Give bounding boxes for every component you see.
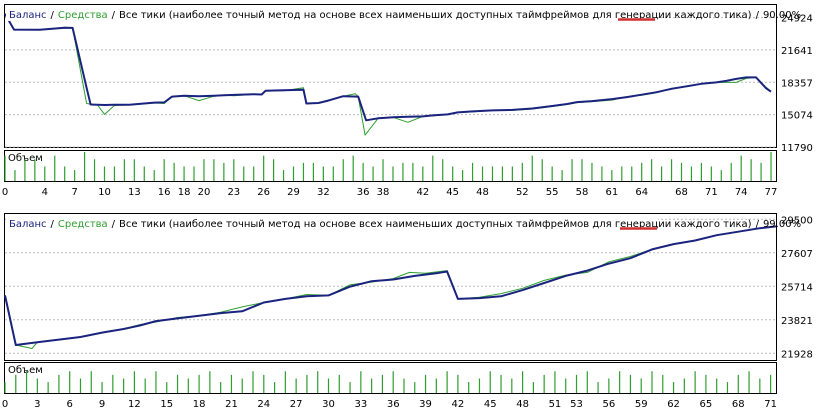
x-tick-label: 23 — [227, 187, 240, 198]
chart-2-y-ticks: 29500 27607 25714 23821 21928 — [781, 215, 813, 360]
x-tick-label: 16 — [158, 187, 171, 198]
x-tick-label: 18 — [178, 187, 191, 198]
x-tick-label: 65 — [700, 399, 713, 410]
x-tick-label: 42 — [452, 399, 465, 410]
x-tick-label: 18 — [193, 399, 206, 410]
x-tick-label: 68 — [732, 399, 745, 410]
x-tick-label: 36 — [357, 187, 370, 198]
chart-2-volume-label: Объем — [8, 365, 43, 376]
x-tick-label: 53 — [570, 399, 583, 410]
x-tick-label: 59 — [635, 399, 648, 410]
x-tick-label: 52 — [516, 187, 529, 198]
x-tick-label: 74 — [735, 187, 748, 198]
x-tick-label: 64 — [635, 187, 648, 198]
x-tick-label: 55 — [546, 187, 559, 198]
legend-equity-label: Средства — [58, 10, 108, 21]
x-tick-label: 30 — [322, 399, 335, 410]
x-tick-label: 48 — [476, 187, 489, 198]
balance-line — [4, 13, 772, 122]
x-tick-label: 13 — [128, 187, 141, 198]
y-tick-label: 24924 — [781, 14, 813, 25]
x-tick-label: 42 — [416, 187, 429, 198]
x-tick-label: 6 — [67, 399, 73, 410]
x-tick-label: 26 — [257, 187, 270, 198]
x-tick-label: 32 — [317, 187, 330, 198]
chart-1-volume-label: Объем — [8, 153, 43, 164]
x-tick-label: 62 — [667, 399, 680, 410]
y-tick-label: 15074 — [781, 111, 813, 122]
x-tick-label: 29 — [287, 187, 300, 198]
y-tick-label: 21928 — [781, 349, 813, 360]
legend-balance-label: Баланс — [9, 10, 47, 21]
x-tick-label: 68 — [675, 187, 688, 198]
x-tick-label: 21 — [225, 399, 238, 410]
legend-equity-label: Средства — [58, 219, 108, 230]
x-tick-label: 9 — [99, 399, 105, 410]
svg-text:Баланс/Средства/Все тики (наиб: Баланс / Средства / Все тики (наиболее точны… — [9, 10, 801, 21]
chart-2-legend: Баланс / Средства / Все тики (наиболее точны… — [6, 216, 801, 230]
chart-1-volume-bars — [4, 152, 772, 181]
y-tick-label: 18357 — [781, 78, 813, 89]
chart-2-series — [4, 225, 777, 349]
legend-balance-label: Баланс — [9, 219, 47, 230]
x-tick-label: 58 — [576, 187, 589, 198]
legend-description: Все тики (наиболее точный метод на основ… — [119, 219, 752, 230]
y-tick-label: 29500 — [781, 215, 813, 226]
y-tick-label: 27607 — [781, 249, 813, 260]
x-tick-label: 45 — [484, 399, 497, 410]
x-tick-label: 51 — [549, 399, 562, 410]
chart-2-x-ticks: 0 3 6 9 12 15 18 21 24 27 30 33 36 39 42 45 48 51 53 56 59 62… — [2, 399, 777, 410]
chart-1-y-ticks: 24924 21641 18357 15074 11790 — [781, 14, 813, 154]
chart-2: Баланс / Средства / Все тики (наиболее точны… — [2, 213, 813, 410]
y-tick-label: 25714 — [781, 282, 813, 293]
balance-line — [4, 225, 777, 346]
y-tick-label: 11790 — [781, 143, 813, 154]
x-tick-label: 39 — [419, 399, 432, 410]
x-tick-label: 20 — [198, 187, 211, 198]
legend-quality: 99.00% — [763, 219, 801, 230]
x-tick-label: 61 — [605, 187, 618, 198]
x-tick-label: 3 — [34, 399, 40, 410]
x-tick-label: 10 — [98, 187, 111, 198]
chart-1-legend: Баланс / Средства / Все тики (наиболее точны… — [6, 7, 801, 21]
chart-1-x-ticks: 0 4 7 10 13 16 18 20 23 26 29 32 36 38 42 45 48 52 55 58 61 6… — [2, 187, 778, 198]
x-tick-label: 0 — [2, 187, 8, 198]
x-tick-label: 4 — [42, 187, 48, 198]
svg-text:Баланс/Средства/Все тики (наиб: Баланс / Средства / Все тики (наиболее точны… — [9, 219, 801, 230]
x-tick-label: 56 — [602, 399, 615, 410]
x-tick-label: 7 — [71, 187, 77, 198]
legend-quality: 90.00% — [763, 10, 801, 21]
x-tick-label: 27 — [290, 399, 303, 410]
x-tick-label: 33 — [354, 399, 367, 410]
chart-2-volume-bars — [4, 371, 772, 393]
chart-2-volume-area — [4, 362, 777, 394]
x-tick-label: 24 — [257, 399, 270, 410]
x-tick-label: 15 — [160, 399, 173, 410]
x-tick-label: 77 — [765, 187, 778, 198]
x-tick-label: 45 — [446, 187, 459, 198]
y-tick-label: 21641 — [781, 46, 813, 57]
x-tick-label: 48 — [516, 399, 529, 410]
legend-description: Все тики (наиболее точный метод на основ… — [119, 10, 752, 21]
chart-1: Баланс / Средства / Все тики (наиболее точны… — [2, 4, 813, 198]
chart-1-series — [4, 13, 772, 136]
x-tick-label: 12 — [128, 399, 141, 410]
x-tick-label: 71 — [705, 187, 718, 198]
y-tick-label: 23821 — [781, 316, 813, 327]
chart-1-plot-area — [4, 4, 777, 148]
x-tick-label: 0 — [2, 399, 8, 410]
x-tick-label: 38 — [377, 187, 390, 198]
chart-2-plot-area — [4, 213, 777, 361]
x-tick-label: 71 — [764, 399, 777, 410]
x-tick-label: 36 — [387, 399, 400, 410]
chart-1-volume-area — [4, 150, 777, 182]
